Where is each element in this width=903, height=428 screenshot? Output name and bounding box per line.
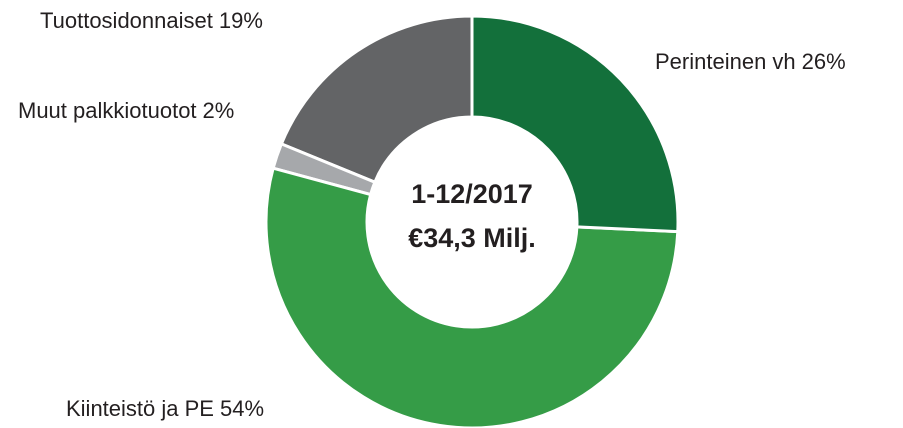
slice-value: 19%: [219, 8, 263, 33]
slice-value: 2%: [203, 98, 235, 123]
slice-name: Perinteinen vh: [655, 49, 796, 74]
slice-label: Muut palkkiotuotot 2%: [18, 98, 234, 123]
slice-label: Kiinteistö ja PE 54%: [66, 396, 264, 421]
donut-slice: [470, 14, 680, 234]
slice-label: Tuottosidonnaiset 19%: [40, 8, 263, 33]
donut-slice: [279, 14, 474, 185]
center-period: 1-12/2017: [411, 179, 533, 209]
slice-label: Perinteinen vh 26%: [655, 49, 846, 74]
slice-name: Kiinteistö ja PE: [66, 396, 214, 421]
slice-value: 54%: [220, 396, 264, 421]
donut-slice: [264, 166, 680, 428]
slice-name: Muut palkkiotuotot: [18, 98, 197, 123]
slice-name: Tuottosidonnaiset: [40, 8, 213, 33]
center-total: €34,3 Milj.: [408, 223, 536, 253]
slice-value: 26%: [802, 49, 846, 74]
